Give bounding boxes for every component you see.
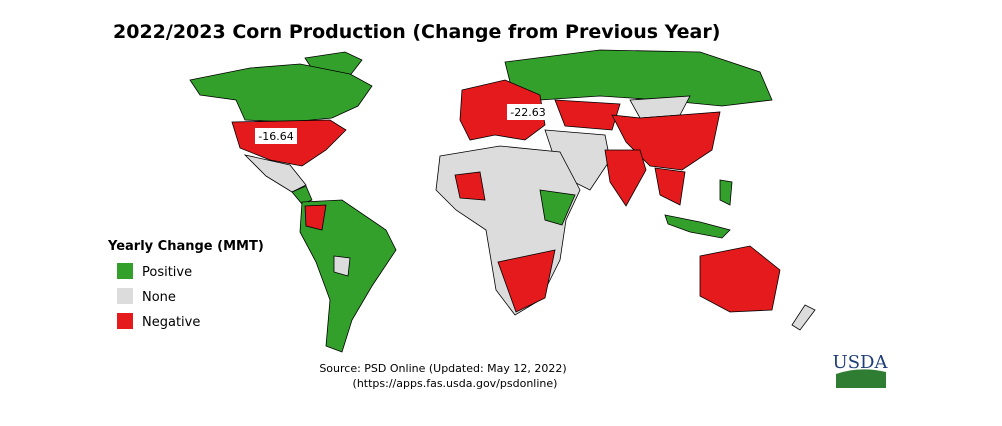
mexico: [243, 154, 307, 193]
southern-africa: [497, 249, 556, 313]
legend-title: Yearly Change (MMT): [107, 239, 264, 254]
canada: [189, 63, 373, 123]
title: 2022/2023 Corn Production (Change from P…: [113, 21, 720, 43]
legend-label: Positive: [142, 265, 192, 280]
logo-text: USDA: [833, 352, 889, 373]
annotation: -22.63: [510, 106, 545, 119]
annotation-box: [507, 104, 549, 120]
new-zealand: [791, 304, 816, 331]
india: [604, 149, 647, 207]
indonesia: [664, 214, 731, 239]
philippines: [719, 179, 733, 206]
source-line: Source: PSD Online (Updated: May 12, 202…: [319, 362, 566, 375]
west-africa: [454, 171, 486, 201]
annotation-box: [255, 128, 297, 144]
russia: [504, 49, 773, 107]
legend-swatch: [117, 263, 133, 279]
europe: [459, 79, 546, 141]
australia: [699, 245, 781, 313]
central-america: [291, 185, 313, 205]
colombia: [304, 204, 327, 231]
southeast-asia: [654, 167, 686, 206]
annotation: -16.64: [258, 130, 293, 143]
legend-label: Negative: [142, 315, 200, 330]
source-line: (https://apps.fas.usda.gov/psdonline): [353, 377, 558, 390]
east-africa: [539, 189, 576, 226]
legend-swatch: [117, 313, 133, 329]
world-map: [189, 49, 816, 353]
logo-swoosh: [836, 369, 886, 388]
logo: USDA: [833, 352, 889, 388]
legend-label: None: [142, 290, 176, 305]
legend: Positive None Negative: [117, 263, 200, 330]
paraguay: [333, 255, 351, 277]
legend-swatch: [117, 288, 133, 304]
kazakhstan: [554, 99, 621, 131]
